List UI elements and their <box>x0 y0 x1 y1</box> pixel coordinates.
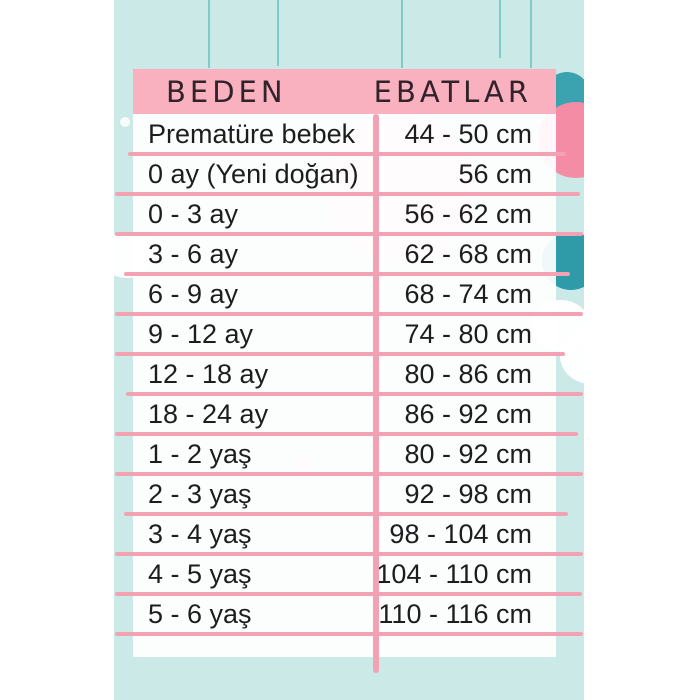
range-cell: 74 - 80 cm <box>404 319 532 349</box>
row-separator <box>115 472 583 476</box>
table-row: 6 - 9 ay 68 - 74 cm <box>133 274 556 314</box>
table-row: 3 - 6 ay 62 - 68 cm <box>133 234 556 274</box>
table-row: 4 - 5 yaş 104 - 110 cm <box>133 554 556 594</box>
row-separator <box>115 312 583 316</box>
table-header: BEDEN EBATLAR <box>133 69 556 114</box>
range-cell: 56 - 62 cm <box>404 199 532 229</box>
hanging-string <box>401 0 403 68</box>
header-size-label: BEDEN <box>166 74 287 109</box>
size-cell: 3 - 6 ay <box>148 239 239 269</box>
range-cell: 110 - 116 cm <box>378 599 532 629</box>
size-cell: 6 - 9 ay <box>148 279 239 309</box>
table-row: Prematüre bebek 44 - 50 cm <box>133 114 556 154</box>
table-row: 5 - 6 yaş 110 - 116 cm <box>133 594 556 634</box>
size-cell: 0 ay (Yeni doğan) <box>148 159 359 189</box>
table-row: 1 - 2 yaş 80 - 92 cm <box>133 434 556 474</box>
hanging-string <box>530 0 532 68</box>
hanging-string <box>277 0 279 66</box>
range-cell: 80 - 92 cm <box>404 439 532 469</box>
table-row: 0 - 3 ay 56 - 62 cm <box>133 194 556 234</box>
dot-shape <box>120 117 130 127</box>
row-separator <box>115 632 583 636</box>
range-cell: 86 - 92 cm <box>404 399 532 429</box>
range-cell: 68 - 74 cm <box>404 279 532 309</box>
range-cell: 56 cm <box>458 159 532 189</box>
table-row: 18 - 24 ay 86 - 92 cm <box>133 394 556 434</box>
hanging-string <box>208 0 210 68</box>
row-separator <box>115 232 583 236</box>
size-cell: 3 - 4 yaş <box>148 519 252 549</box>
row-separator <box>124 272 570 276</box>
header-range-label: EBATLAR <box>373 74 532 109</box>
range-cell: 62 - 68 cm <box>404 239 532 269</box>
range-cell: 92 - 98 cm <box>404 479 532 509</box>
range-cell: 104 - 110 cm <box>376 559 532 589</box>
size-cell: 0 - 3 ay <box>148 199 239 229</box>
size-cell: 12 - 18 ay <box>148 359 269 389</box>
size-table: BEDEN EBATLAR Prematüre bebek 44 - 50 cm 0… <box>133 69 556 657</box>
row-separator <box>115 592 582 596</box>
table-row: 12 - 18 ay 80 - 86 cm <box>133 354 556 394</box>
range-cell: 44 - 50 cm <box>404 119 532 149</box>
table-row: 2 - 3 yaş 92 - 98 cm <box>133 474 556 514</box>
row-separator <box>115 432 578 436</box>
row-separator <box>115 552 583 556</box>
table-row: 3 - 4 yaş 98 - 104 cm <box>133 514 556 554</box>
size-cell: 1 - 2 yaş <box>148 439 252 469</box>
size-cell: 18 - 24 ay <box>148 399 269 429</box>
row-separator <box>128 152 566 156</box>
size-cell: 2 - 3 yaş <box>148 479 252 509</box>
row-separator <box>126 392 583 396</box>
column-divider <box>373 114 379 673</box>
size-cell: 5 - 6 yaş <box>148 599 252 629</box>
size-cell: 4 - 5 yaş <box>148 559 252 589</box>
table-row: 9 - 12 ay 74 - 80 cm <box>133 314 556 354</box>
range-cell: 80 - 86 cm <box>404 359 532 389</box>
row-separator <box>124 512 568 516</box>
table-row: 0 ay (Yeni doğan) 56 cm <box>133 154 556 194</box>
size-cell: 9 - 12 ay <box>148 319 254 349</box>
size-cell: Prematüre bebek <box>148 119 356 149</box>
size-table-rows: Prematüre bebek 44 - 50 cm 0 ay (Yeni doğa… <box>133 114 556 634</box>
row-separator <box>115 192 580 196</box>
range-cell: 98 - 104 cm <box>389 519 532 549</box>
row-separator <box>115 352 565 356</box>
hanging-string <box>499 0 501 58</box>
empty-row <box>133 634 556 657</box>
